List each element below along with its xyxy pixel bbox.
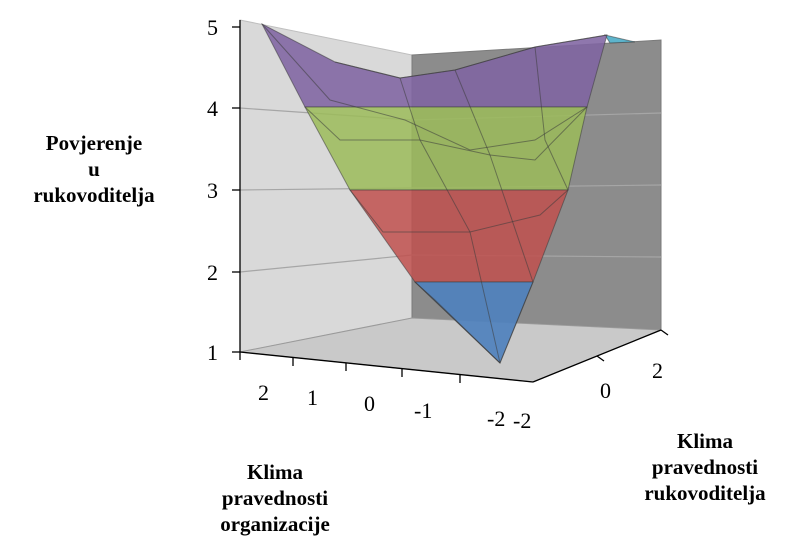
y-tick-label-0: 0 <box>600 378 611 403</box>
z-tick-label-1: 1 <box>207 340 218 365</box>
y-tick-labels: -2 0 2 <box>513 358 663 433</box>
mesh-line-a <box>261 23 588 151</box>
y-tick-2 <box>660 329 669 336</box>
x-tick-label-1: 1 <box>307 385 318 410</box>
z-tick-labels: 5 4 3 2 1 <box>207 15 218 365</box>
z-axis-title: Povjerenje u rukovoditelja <box>33 131 155 207</box>
y-tick-label-m2: -2 <box>513 408 531 433</box>
y-tick-0 <box>596 355 605 362</box>
mesh-line-h <box>534 46 569 191</box>
gridline-z2 <box>239 254 413 273</box>
band-3-4 <box>304 106 588 191</box>
y-axis-title: Klima pravednosti rukovoditelja <box>644 429 766 505</box>
surface <box>260 22 636 364</box>
mesh-line-f <box>399 77 501 364</box>
mesh-line-i <box>414 281 534 364</box>
x-tick-label-2: 2 <box>258 380 269 405</box>
x-axis-title: Klima pravednosti organizacije <box>220 460 330 536</box>
x-tick-label-0: 0 <box>364 391 375 416</box>
y-tick-label-2: 2 <box>652 358 663 383</box>
z-tick-label-3: 3 <box>207 178 218 203</box>
x-tick-label-m1: -1 <box>414 398 432 423</box>
x-tick-labels: 2 1 0 -1 -2 <box>258 380 505 431</box>
surface-cap-teal <box>603 34 636 44</box>
z-tick-label-5: 5 <box>207 15 218 40</box>
axes <box>232 20 669 383</box>
z-tick-label-2: 2 <box>207 260 218 285</box>
mesh-line-b <box>304 106 588 161</box>
x-axis-line <box>239 351 534 383</box>
x-tick-label-m2: -2 <box>487 406 505 431</box>
z-tick-label-4: 4 <box>207 96 218 121</box>
mesh-line-g <box>454 69 534 283</box>
